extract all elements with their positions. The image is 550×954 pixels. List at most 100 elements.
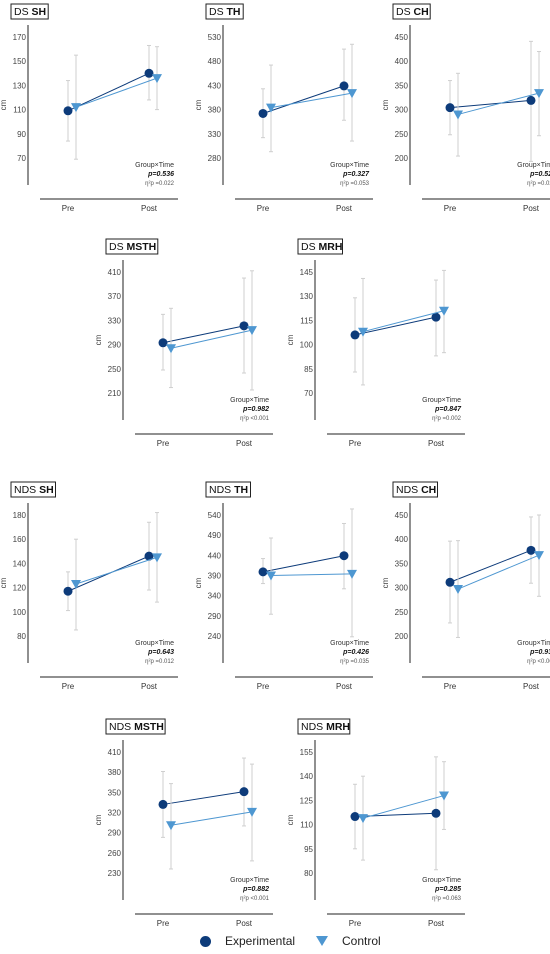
y-tick-label: 400 xyxy=(395,57,409,66)
y-tick-label: 130 xyxy=(300,292,314,301)
y-tick-label: 290 xyxy=(108,341,122,350)
y-tick-label: 180 xyxy=(13,511,27,520)
panel-title-variable: SH xyxy=(39,484,54,496)
panel-title: NDS CH xyxy=(396,484,436,496)
stats-effect-size: η²p =0.063 xyxy=(432,896,462,902)
y-tick-label: 490 xyxy=(208,531,222,540)
chart-panel: DS MRH 70 85 100 115 130 145 cm Pre Post Group×Tim… xyxy=(286,238,465,448)
stats-p-value: p=0.882 xyxy=(242,886,269,893)
y-tick-label: 140 xyxy=(300,772,314,781)
panel-title-box xyxy=(205,3,244,20)
panel-title-box xyxy=(297,718,351,735)
data-point-control xyxy=(166,344,176,354)
y-tick-label: 250 xyxy=(108,365,122,374)
data-point-experimental xyxy=(431,312,441,322)
data-point-experimental xyxy=(158,799,168,809)
y-tick-label: 110 xyxy=(300,821,313,830)
y-tick-label: 100 xyxy=(300,341,314,350)
data-point-experimental xyxy=(144,68,154,78)
data-point-experimental xyxy=(526,95,536,105)
panel-title-prefix: DS xyxy=(109,241,127,253)
y-tick-label: 85 xyxy=(304,365,313,374)
panel-title-box xyxy=(392,481,438,498)
stats-label: Group×Time xyxy=(135,162,174,169)
stats-p-value: p=0.285 xyxy=(434,886,461,893)
stats-effect-size: η²p <0.001 xyxy=(240,896,270,902)
series-line xyxy=(354,812,437,818)
series-line xyxy=(75,77,158,108)
series-line xyxy=(362,310,445,333)
panel-title-variable: MRH xyxy=(319,241,343,253)
x-tick-label: Pre xyxy=(62,204,75,213)
data-point-control xyxy=(347,89,357,99)
y-tick-label: 260 xyxy=(108,849,122,858)
data-point-control xyxy=(71,103,81,113)
panel-title-variable: MSTH xyxy=(127,241,157,253)
y-tick-label: 120 xyxy=(13,584,27,593)
y-tick-label: 400 xyxy=(395,535,409,544)
stats-label: Group×Time xyxy=(517,162,550,169)
y-tick-label: 440 xyxy=(208,551,222,560)
data-point-control xyxy=(247,807,257,817)
panel-title-variable: SH xyxy=(32,6,47,18)
series-line xyxy=(162,325,245,344)
legend-item-control: Control xyxy=(316,934,381,948)
series-line xyxy=(449,99,532,109)
series-line xyxy=(170,329,253,349)
y-tick-label: 130 xyxy=(13,81,27,90)
y-tick-label: 350 xyxy=(395,559,409,568)
data-point-experimental xyxy=(445,103,455,113)
y-tick-label: 250 xyxy=(395,608,409,617)
y-axis-label: cm xyxy=(0,99,8,110)
y-tick-label: 300 xyxy=(395,584,409,593)
data-point-experimental xyxy=(350,812,360,822)
stats-label: Group×Time xyxy=(230,877,269,884)
data-point-experimental xyxy=(431,808,441,818)
data-point-control xyxy=(534,89,544,99)
panel-title-prefix: DS xyxy=(209,6,227,18)
y-tick-label: 330 xyxy=(108,316,122,325)
stats-effect-size: η²p <0.001 xyxy=(527,659,550,665)
stats-effect-size: η²p <0.001 xyxy=(240,416,270,422)
x-tick-label: Pre xyxy=(157,919,170,928)
x-tick-label: Pre xyxy=(62,682,75,691)
stats-p-value: p=0.527 xyxy=(529,171,550,178)
stats-p-value: p=0.932 xyxy=(529,649,550,656)
panel-title-variable: CH xyxy=(414,6,429,18)
panel-title-box xyxy=(10,481,56,498)
y-axis-label: cm xyxy=(194,99,203,110)
data-point-control xyxy=(534,551,544,561)
y-tick-label: 210 xyxy=(108,389,122,398)
chart-panel: NDS CH 200 250 300 350 400 450 cm Pre Post Group×T… xyxy=(381,481,550,691)
panel-title: DS TH xyxy=(209,6,241,18)
stats-label: Group×Time xyxy=(422,877,461,884)
panel-title: NDS SH xyxy=(14,484,54,496)
x-tick-label: Pre xyxy=(349,919,362,928)
stats-effect-size: η²p =0.023 xyxy=(527,181,550,187)
chart-panel: NDS MRH 80 95 110 125 140 155 cm Pre Post Group×Ti… xyxy=(286,718,465,928)
x-tick-label: Post xyxy=(523,204,540,213)
y-axis-label: cm xyxy=(381,99,390,110)
data-point-experimental xyxy=(144,551,154,561)
panel-title-prefix: NDS xyxy=(109,721,134,733)
y-tick-label: 410 xyxy=(108,748,122,757)
y-tick-label: 80 xyxy=(304,869,313,878)
y-tick-label: 155 xyxy=(300,748,314,757)
panel-title-prefix: DS xyxy=(396,6,414,18)
x-tick-label: Post xyxy=(336,682,353,691)
y-tick-label: 125 xyxy=(300,796,314,805)
y-tick-label: 340 xyxy=(208,592,222,601)
data-point-control xyxy=(439,791,449,801)
y-axis-label: cm xyxy=(94,814,103,825)
y-axis-label: cm xyxy=(0,577,8,588)
series-line xyxy=(162,791,245,805)
y-tick-label: 230 xyxy=(108,869,122,878)
y-axis-label: cm xyxy=(194,577,203,588)
y-tick-label: 95 xyxy=(304,845,313,854)
panel-title-prefix: NDS xyxy=(209,484,234,496)
y-tick-label: 450 xyxy=(395,33,409,42)
x-tick-label: Post xyxy=(428,919,445,928)
x-tick-label: Post xyxy=(236,439,253,448)
y-axis-label: cm xyxy=(381,577,390,588)
data-point-experimental xyxy=(445,577,455,587)
